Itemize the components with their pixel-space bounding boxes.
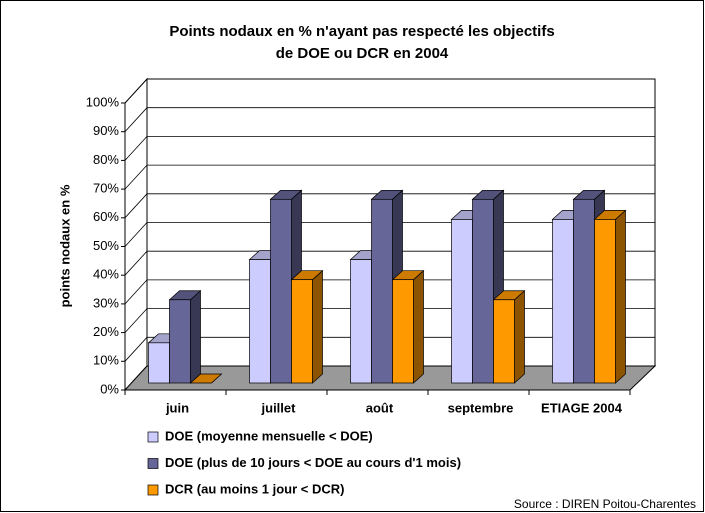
- bar-side: [514, 289, 525, 384]
- chart-title: de DOE ou DCR en 2004: [276, 45, 449, 62]
- legend-swatch: [147, 458, 159, 469]
- bar: [392, 279, 414, 384]
- chart-title: Points nodaux en % n'ayant pas respecté …: [169, 23, 554, 40]
- x-tick-label: septembre: [448, 400, 514, 415]
- bar: [552, 219, 574, 384]
- bar: [270, 198, 292, 384]
- y-tick-label: 50%: [93, 238, 119, 253]
- y-tick-label: 30%: [93, 295, 119, 310]
- x-tick-label: ETIAGE 2004: [541, 400, 623, 415]
- x-tick-label: juin: [165, 400, 189, 415]
- bar-side: [413, 269, 424, 384]
- bar: [249, 259, 271, 384]
- y-tick-label: 20%: [93, 324, 119, 339]
- grid-line: [124, 164, 655, 190]
- source: Source : DIREN Poitou-Charentes: [514, 497, 696, 511]
- bar-side: [312, 269, 323, 384]
- y-tick-label: 60%: [93, 209, 119, 224]
- y-tick-label: 80%: [93, 152, 119, 167]
- y-tick-label: 10%: [93, 353, 119, 368]
- y-tick-label: 100%: [86, 94, 120, 109]
- legend-swatch: [147, 484, 159, 496]
- bar: [472, 198, 494, 384]
- bar: [573, 198, 595, 384]
- bar: [371, 198, 393, 384]
- bar: [291, 279, 313, 384]
- grid-line: [124, 135, 655, 161]
- x-tick-label: juillet: [261, 400, 297, 415]
- bar-top: [189, 373, 223, 384]
- bar: [493, 299, 515, 384]
- bar: [451, 219, 473, 384]
- bar: [148, 342, 170, 384]
- y-tick-label: 70%: [93, 181, 119, 196]
- bar: [594, 219, 616, 384]
- bar: [169, 299, 191, 384]
- bar: [350, 259, 372, 384]
- y-tick-label: 90%: [93, 123, 119, 138]
- y-tick-label: 0%: [100, 381, 119, 396]
- y-axis-label: points nodaux en %: [57, 184, 72, 307]
- legend-label: DCR (au moins 1 jour < DCR): [165, 481, 345, 496]
- legend-label: DOE (plus de 10 jours < DOE au cours d'1…: [165, 455, 461, 470]
- bar-side: [190, 289, 201, 384]
- grid-line: [124, 78, 655, 104]
- x-tick-label: août: [366, 400, 394, 415]
- legend-swatch: [147, 431, 159, 443]
- legend-label: DOE (moyenne mensuelle < DOE): [165, 428, 373, 443]
- grid-line: [124, 107, 655, 132]
- bar-side: [615, 209, 626, 384]
- y-tick-label: 40%: [93, 267, 119, 282]
